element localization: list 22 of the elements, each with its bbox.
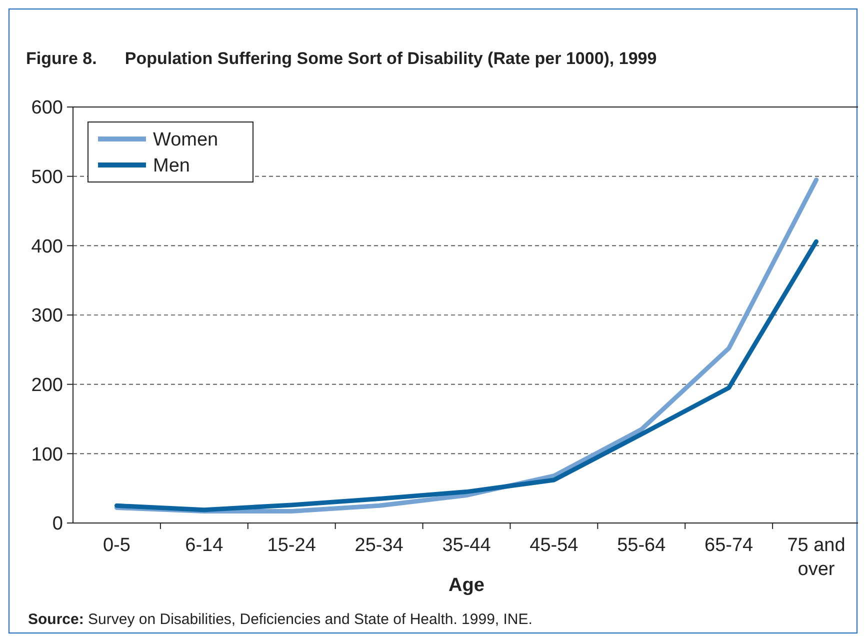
x-tick-label: 45-54 xyxy=(530,535,579,556)
x-tick-label: 15-24 xyxy=(267,535,316,556)
y-tick-label: 400 xyxy=(31,236,63,258)
legend-label: Men xyxy=(153,156,190,177)
y-tick-label: 500 xyxy=(31,166,63,188)
x-tick-label: 55-64 xyxy=(617,535,666,556)
y-tick-label: 0 xyxy=(52,514,63,535)
legend-label: Women xyxy=(153,130,218,151)
source-note: Source: Survey on Disabilities, Deficiencies and State of Health. 1999, INE. xyxy=(28,611,532,628)
chart-title: Figure 8. Population Suffering Some Sort of Disability (Rate per 1000), 1999 xyxy=(26,49,657,68)
x-axis-title: Age xyxy=(448,575,484,596)
y-tick-label: 200 xyxy=(31,374,63,396)
x-tick-label: 0-5 xyxy=(102,535,130,556)
x-tick-label: 75 and over xyxy=(787,535,846,580)
x-tick-label: 6-14 xyxy=(185,535,224,556)
x-tick-label: 25-34 xyxy=(354,535,404,556)
y-tick-label: 100 xyxy=(31,444,63,466)
y-tick-label: 300 xyxy=(31,306,63,327)
line-series xyxy=(114,239,819,512)
y-tick-label: 600 xyxy=(31,98,63,119)
x-tick-label: 65-74 xyxy=(704,535,754,556)
x-tick-label: 35-44 xyxy=(442,535,492,556)
